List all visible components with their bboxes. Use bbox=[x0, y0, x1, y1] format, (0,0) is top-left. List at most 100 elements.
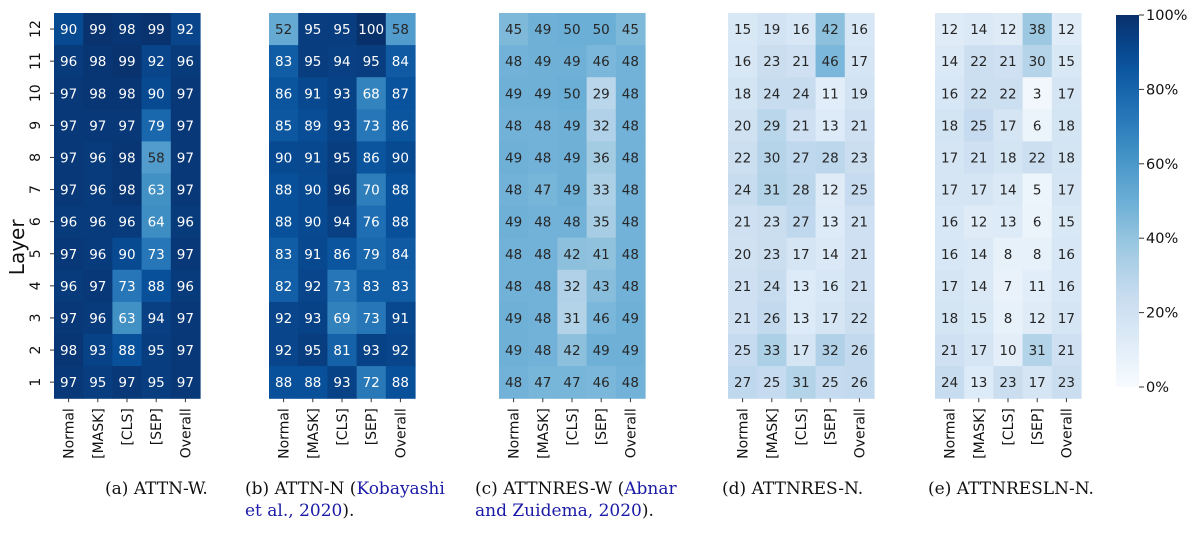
cell-value-label: 97 bbox=[60, 183, 77, 199]
heatmap-cell bbox=[557, 301, 588, 335]
column-tick-label: [SEP] bbox=[364, 408, 380, 445]
cell-value-label: 48 bbox=[622, 375, 639, 391]
heatmap-cell bbox=[356, 173, 387, 207]
heatmap-cell bbox=[1022, 77, 1053, 110]
cell-value-label: 18 bbox=[734, 86, 751, 102]
heatmap-cell bbox=[298, 173, 328, 207]
column-tick-label: [SEP] bbox=[149, 408, 165, 445]
heatmap-cell bbox=[786, 45, 817, 78]
cell-value-label: 15 bbox=[734, 22, 751, 38]
heatmap-panel-d: 15 19 16 42 16 16 23 21 46 17 18 24 24 11 19 20 29 21 13 21… bbox=[728, 13, 875, 399]
cell-value-label: 49 bbox=[622, 311, 639, 327]
panel-citation-link[interactable]: Abnar and Zuidema, 2020 bbox=[475, 479, 677, 521]
colorbar bbox=[1116, 15, 1139, 387]
heatmap-cell bbox=[528, 173, 558, 207]
heatmap-cell bbox=[615, 301, 646, 335]
cell-value-label: 73 bbox=[363, 311, 380, 327]
cell-value-label: 96 bbox=[177, 54, 194, 70]
cell-value-label: 98 bbox=[118, 86, 135, 102]
column-tick-label: [SEP] bbox=[594, 408, 610, 445]
heatmap-cell bbox=[528, 269, 558, 303]
heatmap-cell bbox=[557, 141, 588, 175]
heatmap-cell bbox=[757, 334, 787, 367]
cell-value-label: 36 bbox=[593, 150, 610, 166]
cell-value-label: 97 bbox=[177, 118, 194, 134]
cell-value-label: 94 bbox=[333, 215, 350, 231]
cell-value-label: 63 bbox=[148, 183, 165, 199]
heatmap-cell bbox=[728, 13, 758, 46]
heatmap-cell bbox=[83, 77, 113, 110]
cell-value-label: 21 bbox=[970, 150, 987, 166]
heatmap-cell bbox=[170, 77, 201, 110]
cell-value-label: 97 bbox=[60, 118, 77, 134]
heatmap-cell bbox=[298, 205, 328, 239]
heatmap-cell bbox=[935, 205, 965, 239]
heatmap-cell bbox=[586, 334, 617, 367]
layer-tick-label: 9 bbox=[28, 121, 44, 130]
cell-value-label: 23 bbox=[763, 247, 780, 263]
heatmap-cell bbox=[1022, 269, 1053, 303]
panel-citation-link[interactable]: Kobayashi et al., 2020 bbox=[245, 479, 445, 521]
heatmap-cell bbox=[298, 269, 328, 303]
heatmap-cell bbox=[844, 13, 875, 46]
heatmap-cell bbox=[54, 173, 84, 207]
cell-value-label: 16 bbox=[1058, 247, 1075, 263]
heatmap-cell bbox=[964, 237, 994, 271]
cell-value-label: 98 bbox=[118, 183, 135, 199]
heatmap-cell bbox=[356, 109, 387, 142]
heatmap-cell bbox=[615, 45, 646, 78]
cell-value-label: 90 bbox=[304, 215, 321, 231]
heatmap-cell bbox=[786, 237, 817, 271]
heatmap-cell bbox=[1051, 205, 1082, 239]
heatmap-cell bbox=[935, 13, 965, 46]
cell-value-label: 82 bbox=[275, 279, 292, 295]
cell-value-label: 95 bbox=[89, 375, 106, 391]
cell-value-label: 48 bbox=[622, 118, 639, 134]
heatmap-cell bbox=[786, 141, 817, 175]
cell-value-label: 17 bbox=[822, 311, 839, 327]
panel-caption-name: ATTN-W. bbox=[133, 479, 208, 499]
heatmap-cell bbox=[141, 205, 172, 239]
heatmap-cell bbox=[586, 141, 617, 175]
colorbar-tick-label: 80% bbox=[1146, 82, 1178, 98]
heatmap-cell bbox=[141, 141, 172, 175]
cell-value-label: 48 bbox=[534, 343, 551, 359]
cell-value-label: 45 bbox=[622, 22, 639, 38]
heatmap-cell bbox=[844, 109, 875, 142]
cell-value-label: 96 bbox=[89, 183, 106, 199]
heatmap-cell bbox=[757, 45, 787, 78]
heatmap-cell bbox=[586, 301, 617, 335]
cell-value-label: 22 bbox=[999, 86, 1016, 102]
heatmap-cell bbox=[586, 173, 617, 207]
cell-value-label: 73 bbox=[363, 118, 380, 134]
cell-value-label: 83 bbox=[363, 279, 380, 295]
heatmap-cell bbox=[298, 366, 328, 399]
cell-value-label: 88 bbox=[275, 375, 292, 391]
cell-value-label: 58 bbox=[392, 22, 409, 38]
cell-value-label: 86 bbox=[392, 118, 409, 134]
heatmap-cell bbox=[935, 366, 965, 399]
cell-value-label: 97 bbox=[60, 86, 77, 102]
cell-value-label: 88 bbox=[148, 279, 165, 295]
cell-value-label: 86 bbox=[363, 150, 380, 166]
heatmap-cell bbox=[269, 13, 299, 46]
cell-value-label: 95 bbox=[304, 343, 321, 359]
heatmap-cell bbox=[499, 269, 529, 303]
cell-value-label: 49 bbox=[563, 183, 580, 199]
heatmap-cell bbox=[1051, 173, 1082, 207]
heatmap-cell bbox=[298, 334, 328, 367]
panel-caption: (d) ATTNRES-N. bbox=[722, 478, 922, 500]
heatmap-cell bbox=[327, 45, 358, 78]
cell-value-label: 97 bbox=[60, 150, 77, 166]
heatmap-cell bbox=[757, 269, 787, 303]
cell-value-label: 68 bbox=[363, 86, 380, 102]
cell-value-label: 21 bbox=[734, 279, 751, 295]
heatmap-cell bbox=[83, 141, 113, 175]
heatmap-cell bbox=[170, 237, 201, 271]
heatmap-cell bbox=[935, 45, 965, 78]
cell-value-label: 73 bbox=[118, 279, 135, 295]
column-tick-label: Normal bbox=[507, 408, 523, 459]
cell-value-label: 14 bbox=[941, 54, 958, 70]
cell-value-label: 83 bbox=[275, 247, 292, 263]
heatmap-cell bbox=[1022, 13, 1053, 46]
